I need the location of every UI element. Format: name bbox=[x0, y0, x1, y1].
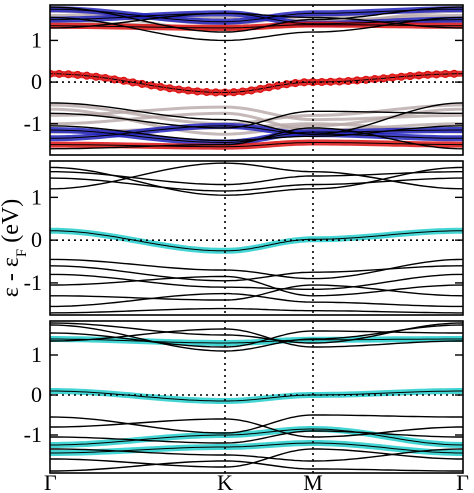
projection-marker bbox=[397, 72, 406, 81]
projection-marker bbox=[414, 71, 423, 80]
highlight-band-core-1 bbox=[50, 8, 463, 23]
band-line-4 bbox=[50, 102, 463, 135]
highlight-band-core-3 bbox=[50, 428, 463, 446]
band-line-6 bbox=[50, 418, 463, 438]
projection-marker bbox=[147, 81, 156, 90]
band-line-5 bbox=[50, 414, 463, 434]
panel-1-plot-area bbox=[50, 6, 463, 150]
band-line-10 bbox=[50, 460, 463, 472]
panel-3-frame bbox=[49, 320, 464, 474]
panel-2: 1 0 -1 bbox=[24, 160, 464, 316]
projection-marker bbox=[423, 70, 432, 79]
band-line-9 bbox=[50, 284, 463, 301]
projection-marker bbox=[256, 84, 265, 93]
projection-marker bbox=[202, 87, 211, 97]
band-line-1 bbox=[50, 171, 463, 186]
y-tick-label: -1 bbox=[24, 111, 42, 136]
x-tick-label: M bbox=[303, 470, 323, 493]
projection-marker bbox=[184, 86, 193, 95]
projection-marker bbox=[317, 77, 326, 87]
y-tick-label: -1 bbox=[24, 270, 42, 295]
projection-marker bbox=[229, 88, 238, 97]
band-line-4 bbox=[50, 166, 463, 196]
projection-marker bbox=[50, 69, 55, 78]
y-tick-label: 1 bbox=[31, 27, 42, 52]
band-line-11 bbox=[50, 307, 463, 314]
highlight-band-core-3 bbox=[50, 125, 463, 139]
y-tick-label: 0 bbox=[31, 69, 42, 94]
projection-marker bbox=[406, 72, 415, 81]
highlight-band-core-2 bbox=[50, 390, 463, 402]
panel-2-plot-area bbox=[50, 162, 463, 314]
projection-marker bbox=[388, 73, 397, 82]
projection-marker bbox=[291, 79, 300, 88]
projection-marker bbox=[92, 72, 101, 81]
highlight-band-core-5 bbox=[50, 24, 463, 29]
band-line-3 bbox=[50, 322, 463, 344]
projection-marker bbox=[55, 69, 64, 78]
highlight-band-core-4 bbox=[50, 129, 463, 143]
panel-1: 1 0 -1 bbox=[24, 4, 464, 156]
projection-marker bbox=[335, 77, 344, 86]
projection-marker bbox=[353, 76, 362, 85]
panel-2-frame bbox=[49, 160, 464, 316]
y-axis-title: ε - εF(eV) bbox=[0, 199, 30, 297]
y-tick-label: 1 bbox=[31, 342, 42, 367]
band-line-6 bbox=[50, 265, 463, 282]
projection-marker bbox=[361, 75, 370, 84]
projection-marker bbox=[432, 70, 441, 79]
band-line-2 bbox=[50, 177, 463, 192]
projection-marker bbox=[273, 81, 282, 90]
x-tick-label: Γ bbox=[456, 470, 469, 493]
highlight-band-core-6 bbox=[50, 142, 463, 148]
projection-marker bbox=[211, 88, 220, 97]
band-line-7 bbox=[50, 127, 463, 150]
y-tick-label: -1 bbox=[24, 422, 42, 447]
band-line-5 bbox=[50, 258, 463, 280]
projection-marker bbox=[247, 86, 256, 95]
y-tick-label: 0 bbox=[31, 382, 42, 407]
highlight-band-core-1 bbox=[50, 230, 463, 252]
projection-marker bbox=[165, 84, 174, 93]
band-line-9 bbox=[50, 448, 463, 468]
projection-marker bbox=[193, 87, 202, 96]
highlight-band-core-7 bbox=[50, 73, 463, 93]
projection-marker bbox=[138, 79, 147, 88]
highlight-band-core-1 bbox=[50, 338, 463, 344]
band-line-10 bbox=[50, 292, 463, 308]
projection-marker bbox=[450, 69, 459, 78]
band-line-3 bbox=[50, 12, 463, 29]
panel-3: 1 0 -1 bbox=[24, 320, 464, 474]
band-line-5 bbox=[50, 110, 463, 129]
highlight-band-line-6 bbox=[50, 139, 463, 150]
projection-marker bbox=[379, 74, 388, 83]
x-tick-label: K bbox=[217, 470, 233, 493]
band-line-4 bbox=[50, 328, 463, 348]
y-tick-label: 0 bbox=[31, 227, 42, 252]
projection-marker bbox=[110, 75, 119, 84]
panel-3-plot-area bbox=[50, 322, 463, 472]
highlight-band-core-2 bbox=[50, 12, 463, 25]
projection-marker bbox=[174, 85, 183, 94]
projection-marker bbox=[300, 78, 309, 87]
projection-marker bbox=[238, 87, 247, 96]
projection-marker bbox=[73, 70, 82, 79]
projection-marker bbox=[264, 83, 274, 92]
projection-marker bbox=[64, 70, 73, 79]
projection-marker bbox=[82, 71, 91, 80]
band-line-3 bbox=[50, 162, 463, 190]
panel-1-frame bbox=[49, 4, 464, 156]
highlight-band-core-4 bbox=[50, 442, 463, 454]
projection-marker bbox=[156, 82, 165, 91]
panels-layer: 1 0 -1 1 0 -1 1 0 -1 bbox=[24, 4, 464, 474]
y-tick-label: 1 bbox=[31, 184, 42, 209]
x-tick-label: Γ bbox=[44, 470, 57, 493]
projection-marker bbox=[344, 76, 353, 86]
projection-marker bbox=[282, 80, 291, 89]
projection-marker bbox=[441, 69, 450, 79]
projection-marker bbox=[119, 76, 128, 85]
